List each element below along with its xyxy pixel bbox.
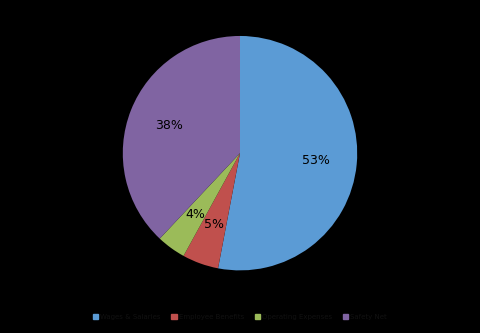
- Legend: Wages & Salaries, Employee Benefits, Operating Expenses, Safety Net: Wages & Salaries, Employee Benefits, Ope…: [93, 314, 387, 320]
- Text: 5%: 5%: [204, 218, 224, 231]
- Text: 4%: 4%: [185, 208, 205, 221]
- Wedge shape: [160, 153, 240, 256]
- Wedge shape: [218, 36, 357, 270]
- Text: 38%: 38%: [155, 119, 183, 132]
- Text: 53%: 53%: [302, 154, 330, 167]
- Wedge shape: [183, 153, 240, 268]
- Wedge shape: [123, 36, 240, 239]
